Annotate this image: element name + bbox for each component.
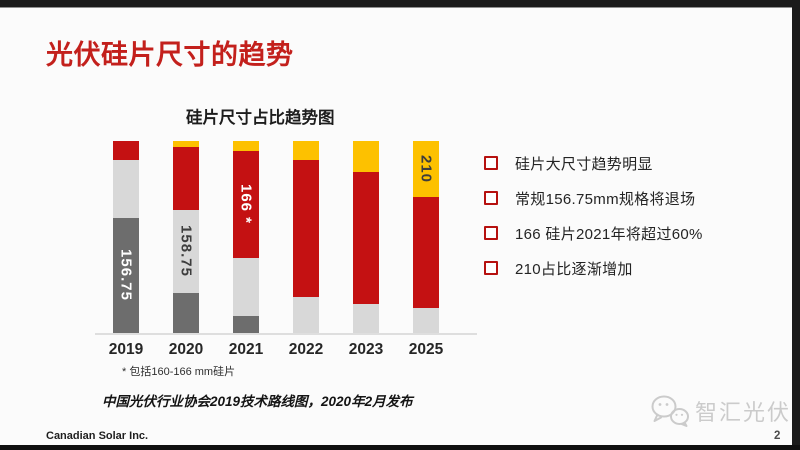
x-axis-label-2023: 2023 (348, 341, 384, 358)
wechat-chat-bubbles-icon (651, 395, 689, 427)
top-divider-line (0, 7, 800, 8)
bar-value-label: 158.75 (177, 225, 195, 278)
watermark: 智汇光伏 (648, 394, 791, 428)
page-number: 2 (774, 430, 781, 442)
bullet-text: 常规156.75mm规格将退场 (515, 190, 696, 208)
chart-source: 中国光伏行业协会2019技术路线图，2020年2月发布 (102, 394, 413, 409)
chart-bars: 156.75 2019 158.75 2020 166 * 2021 2022 2023 210… (109, 141, 443, 358)
stacked-bar (353, 141, 379, 333)
square-bullet-icon (484, 261, 498, 275)
bar-segment-156.75-2020 (173, 292, 199, 333)
bar-value-label: 166 * (237, 184, 255, 225)
bar-2019: 156.75 2019 (109, 141, 143, 358)
stacked-bar: 158.75 (173, 141, 199, 333)
square-bullet-icon (484, 156, 498, 170)
x-axis-label-2025: 2025 (408, 341, 444, 358)
chart-footnote: * 包括160-166 mm硅片 (122, 366, 236, 378)
square-bullet-icon (484, 191, 498, 205)
list-item: 常规156.75mm规格将退场 (484, 188, 703, 208)
key-points-list: 硅片大尺寸趋势明显 常规156.75mm规格将退场 166 硅片2021年将超过… (484, 153, 703, 293)
x-axis-label-2021: 2021 (228, 341, 264, 358)
bottom-letterbox-bar (0, 445, 800, 450)
x-axis-label-2022: 2022 (288, 341, 324, 358)
chart-title: 硅片尺寸占比趋势图 (186, 109, 335, 127)
company-name: Canadian Solar Inc. (46, 430, 149, 442)
bar-segment-158.75-2021 (233, 258, 259, 316)
bar-2021: 166 * 2021 (229, 141, 263, 358)
x-axis-line (95, 333, 477, 335)
list-item: 166 硅片2021年将超过60% (484, 223, 703, 243)
bullet-text: 166 硅片2021年将超过60% (515, 225, 703, 243)
bar-2023: 2023 (349, 141, 383, 358)
stacked-bar: 210 (413, 141, 439, 333)
bullet-text: 硅片大尺寸趋势明显 (515, 155, 653, 173)
top-letterbox-bar (0, 0, 800, 7)
bar-segment-166-2021: 166 * (233, 150, 259, 259)
page-title: 光伏硅片尺寸的趋势 (46, 40, 294, 70)
bar-segment-166-2020 (173, 146, 199, 211)
bullet-text: 210占比逐渐增加 (515, 260, 633, 278)
bar-segment-210-2025: 210 (413, 141, 439, 197)
stacked-bar: 156.75 (113, 141, 139, 333)
bar-value-label: 156.75 (117, 249, 135, 302)
bar-2022: 2022 (289, 141, 323, 358)
stacked-bar: 166 * (233, 141, 259, 333)
x-axis-label-2019: 2019 (108, 341, 144, 358)
square-bullet-icon (484, 226, 498, 240)
list-item: 210占比逐渐增加 (484, 258, 703, 278)
bar-segment-158.75-2025 (413, 308, 439, 333)
list-item: 硅片大尺寸趋势明显 (484, 153, 703, 173)
bar-segment-158.75-2022 (293, 296, 319, 333)
bar-segment-210-2023 (353, 141, 379, 172)
bar-2025: 210 2025 (409, 141, 443, 358)
bar-segment-210-2020 (173, 141, 199, 147)
bar-segment-210-2022 (293, 141, 319, 161)
bar-segment-166-2022 (293, 160, 319, 297)
watermark-text: 智汇光伏 (695, 400, 792, 425)
bar-2020: 158.75 2020 (169, 141, 203, 358)
right-letterbox-bar (792, 0, 800, 450)
bar-segment-158.75-2019 (113, 160, 139, 218)
x-axis-label-2020: 2020 (168, 341, 204, 358)
bar-segment-156.75-2021 (233, 315, 259, 333)
bar-segment-158.75-2020: 158.75 (173, 210, 199, 293)
bar-segment-166-2019 (113, 141, 139, 161)
bar-segment-158.75-2023 (353, 304, 379, 333)
bar-segment-156.75-2019: 156.75 (113, 217, 139, 333)
bar-segment-166-2023 (353, 171, 379, 305)
bar-segment-166-2025 (413, 196, 439, 309)
stacked-bar (293, 141, 319, 333)
bar-value-label: 210 (417, 154, 435, 183)
bar-segment-210-2021 (233, 141, 259, 151)
